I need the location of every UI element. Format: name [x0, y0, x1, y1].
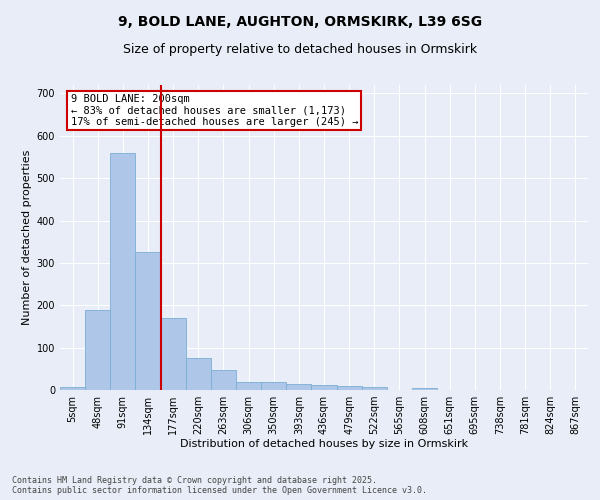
X-axis label: Distribution of detached houses by size in Ormskirk: Distribution of detached houses by size … [180, 438, 468, 448]
Bar [110, 153, 136, 390]
Bar [236, 382, 261, 390]
Bar [136, 252, 161, 390]
Bar [261, 382, 286, 390]
Bar [412, 388, 437, 390]
Bar [60, 386, 85, 390]
Text: Contains HM Land Registry data © Crown copyright and database right 2025.
Contai: Contains HM Land Registry data © Crown c… [12, 476, 427, 495]
Y-axis label: Number of detached properties: Number of detached properties [22, 150, 32, 325]
Bar [161, 318, 186, 390]
Text: 9, BOLD LANE, AUGHTON, ORMSKIRK, L39 6SG: 9, BOLD LANE, AUGHTON, ORMSKIRK, L39 6SG [118, 15, 482, 29]
Bar [337, 386, 362, 390]
Bar [311, 385, 337, 390]
Bar [362, 386, 387, 390]
Bar [186, 358, 211, 390]
Bar [286, 384, 311, 390]
Bar [85, 310, 110, 390]
Text: 9 BOLD LANE: 200sqm
← 83% of detached houses are smaller (1,173)
17% of semi-det: 9 BOLD LANE: 200sqm ← 83% of detached ho… [71, 94, 358, 128]
Bar [211, 370, 236, 390]
Text: Size of property relative to detached houses in Ormskirk: Size of property relative to detached ho… [123, 42, 477, 56]
